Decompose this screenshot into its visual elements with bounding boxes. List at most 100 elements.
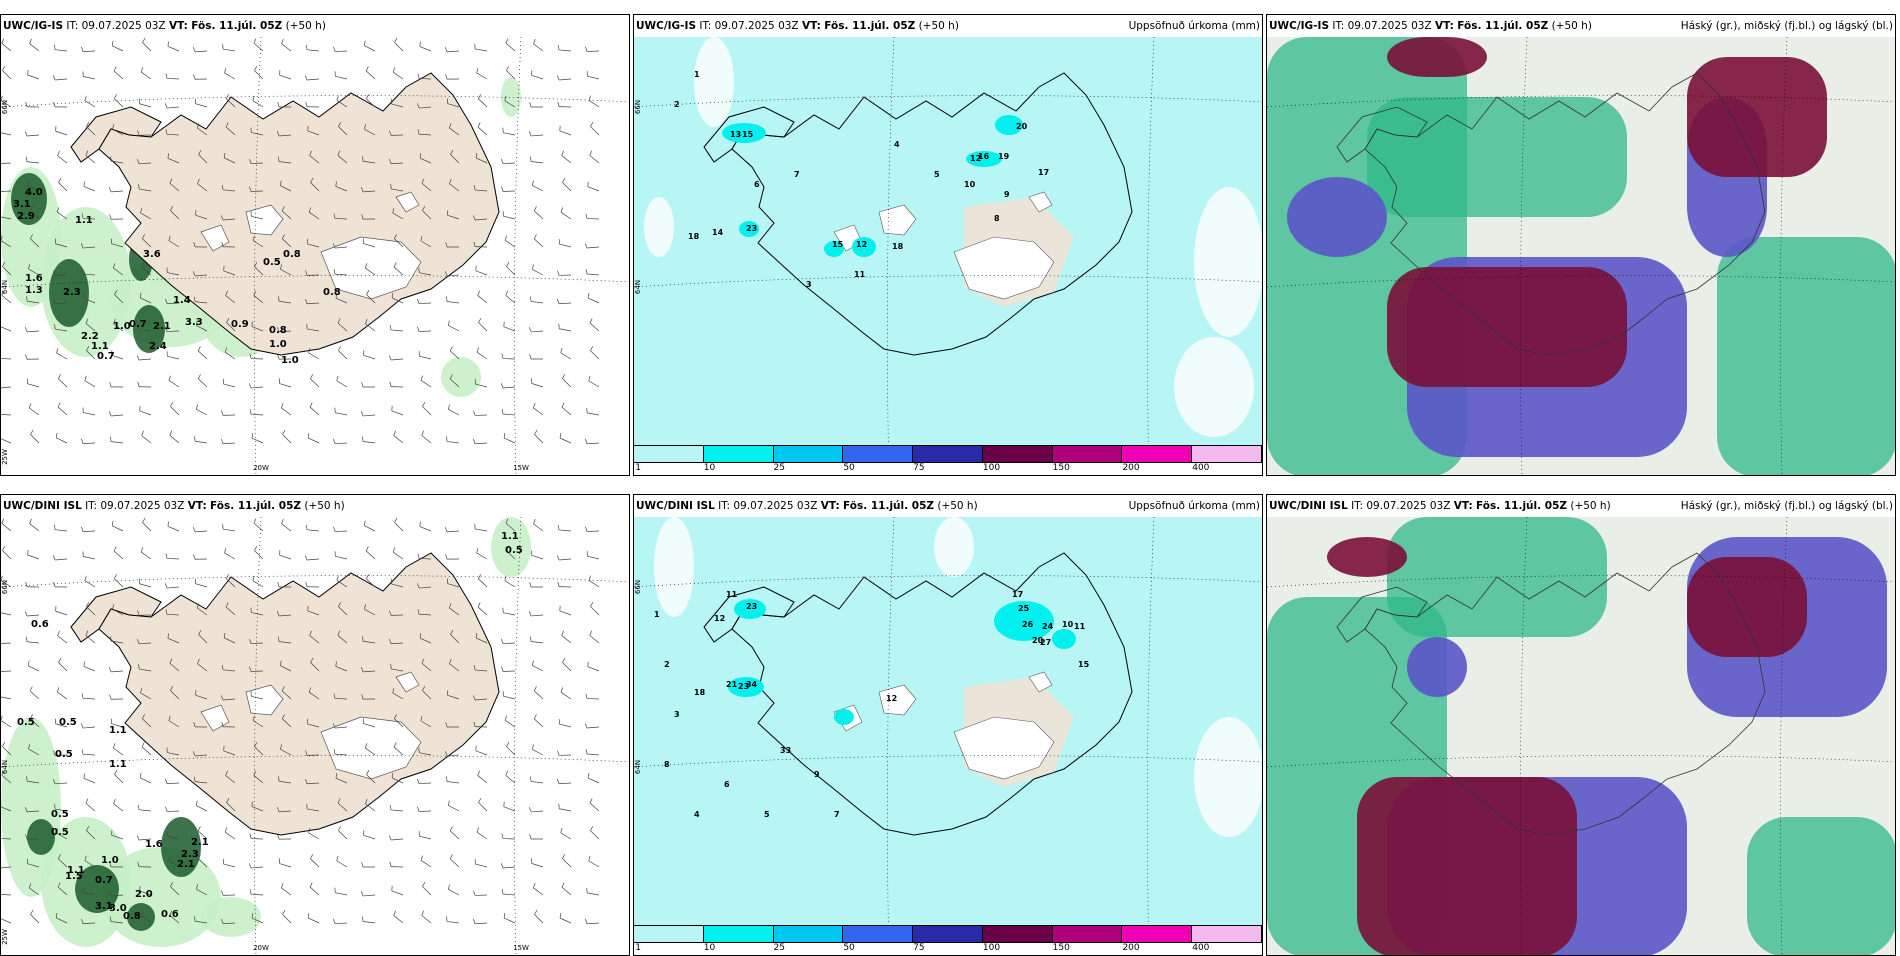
legend-label: 10	[704, 943, 715, 953]
axis-label: 66N	[1, 580, 9, 594]
panel-right-title: Uppsöfnuð úrkoma (mm)	[1129, 495, 1260, 517]
axis-label: 25W	[1, 929, 9, 945]
it-label: IT:	[85, 500, 97, 512]
cloud-low	[1687, 557, 1807, 657]
cloud-map	[1267, 517, 1896, 956]
axis-label: 64N	[634, 760, 642, 774]
panel-header: UWC/DINI ISL IT: 09.07.2025 03Z VT: Fös.…	[1267, 495, 1896, 517]
it-value: 09.07.2025 03Z	[100, 500, 184, 512]
vt-value: Fös. 11.júl. 05Z	[1476, 500, 1567, 512]
axis-label: 66N	[634, 100, 642, 114]
legend-bar	[634, 925, 1262, 943]
legend-swatch	[1122, 926, 1192, 942]
wind-value: 1.0	[281, 355, 299, 366]
legend-label: 150	[1053, 943, 1070, 953]
legend-swatch	[774, 926, 844, 942]
wind-value: 2.1	[191, 837, 209, 848]
legend-label: 400	[1192, 463, 1209, 473]
legend-label: 50	[843, 943, 854, 953]
legend-swatch	[913, 446, 983, 462]
it-value: 09.07.2025 03Z	[1366, 500, 1450, 512]
precip-value: 18	[688, 232, 700, 241]
precip-value: 19	[998, 152, 1010, 161]
wind-value: 2.1	[153, 321, 171, 332]
wind-value: 0.5	[55, 749, 73, 760]
precip-value: 25	[1018, 604, 1030, 613]
vt-value: Fös. 11.júl. 05Z	[191, 20, 282, 32]
precip-value: 2	[674, 100, 680, 109]
it-label: IT:	[718, 500, 730, 512]
wind-value: 3.6	[143, 249, 161, 260]
lead-time: (+50 h)	[1552, 20, 1592, 32]
precip-value: 1	[694, 70, 700, 79]
precip-value: 9	[814, 770, 820, 779]
it-label: IT:	[66, 20, 78, 32]
precip-value: 23	[746, 224, 757, 233]
precip-value: 23	[746, 602, 757, 611]
axis-label: 66N	[634, 580, 642, 594]
wind-value: 3.3	[185, 317, 203, 328]
it-label: IT:	[1351, 500, 1363, 512]
precip-value: 2	[664, 660, 670, 669]
model-name: UWC/DINI ISL	[1269, 500, 1348, 512]
panel-wind-dini: UWC/DINI ISL IT: 09.07.2025 03Z VT: Fös.…	[0, 494, 630, 956]
wind-value: 0.8	[283, 249, 301, 260]
vt-value: Fös. 11.júl. 05Z	[824, 20, 915, 32]
precip-value: 11	[1074, 622, 1086, 631]
vt-value: Fös. 11.júl. 05Z	[1457, 20, 1548, 32]
lead-time: (+50 h)	[919, 20, 959, 32]
model-name: UWC/IG-IS	[1269, 20, 1329, 32]
legend-label: 400	[1192, 943, 1209, 953]
wind-value: 1.4	[173, 295, 191, 306]
precip-value: 17	[1038, 168, 1049, 177]
precip-value: 13	[730, 130, 741, 139]
legend-label: 200	[1122, 943, 1139, 953]
precip-value: 33	[780, 746, 791, 755]
legend-swatch	[1192, 926, 1262, 942]
legend-label: 75	[913, 943, 924, 953]
axis-label: 64N	[1, 280, 9, 294]
precip-value: 4	[694, 810, 700, 819]
precip-value: 11	[854, 270, 866, 279]
wind-value: 2.4	[149, 341, 167, 352]
legend-swatch	[843, 446, 913, 462]
legend-label: 100	[983, 463, 1000, 473]
wind-value: 0.8	[269, 325, 287, 336]
precip-value: 10	[1062, 620, 1074, 629]
vt-label: VT:	[821, 500, 840, 512]
legend-swatch	[1053, 926, 1123, 942]
wind-value: 1.0	[101, 855, 119, 866]
legend-bar	[634, 445, 1262, 463]
panel-right-title: Uppsöfnuð úrkoma (mm)	[1129, 15, 1260, 37]
legend-label: 1	[635, 463, 641, 473]
legend-swatch	[634, 926, 704, 942]
precip-value: 4	[894, 140, 900, 149]
panel-precip-igis: UWC/IG-IS IT: 09.07.2025 03Z VT: Fös. 11…	[633, 14, 1263, 476]
panel-right-title: Háský (gr.), miðský (fj.bl.) og lágský (…	[1681, 15, 1893, 37]
vt-value: Fös. 11.júl. 05Z	[843, 500, 934, 512]
precip-value: 34	[746, 680, 758, 689]
wind-value: 1.5	[65, 871, 83, 882]
legend-label: 25	[774, 463, 785, 473]
wind-value: 2.9	[17, 211, 35, 222]
panel-wind-igis: UWC/IG-IS IT: 09.07.2025 03Z VT: Fös. 11…	[0, 14, 630, 476]
wind-value: 1.3	[25, 285, 43, 296]
precip-value: 10	[964, 180, 976, 189]
model-name: UWC/DINI ISL	[636, 500, 715, 512]
precip-value: 15	[1078, 660, 1090, 669]
model-name: UWC/IG-IS	[636, 20, 696, 32]
axis-label: 64N	[634, 280, 642, 294]
vt-label: VT:	[188, 500, 207, 512]
wind-value: 1.0	[269, 339, 287, 350]
wind-value: 2.3	[63, 287, 81, 298]
precip-value: 6	[724, 780, 730, 789]
wind-value: 3.1	[13, 199, 31, 210]
wind-value: 0.5	[263, 257, 281, 268]
it-value: 09.07.2025 03Z	[82, 20, 166, 32]
precip-value: 18	[892, 242, 904, 251]
wind-value: 0.5	[51, 827, 69, 838]
legend-swatch	[704, 446, 774, 462]
panel-header: UWC/IG-IS IT: 09.07.2025 03Z VT: Fös. 11…	[1267, 15, 1896, 37]
precip-value: 26	[1022, 620, 1034, 629]
